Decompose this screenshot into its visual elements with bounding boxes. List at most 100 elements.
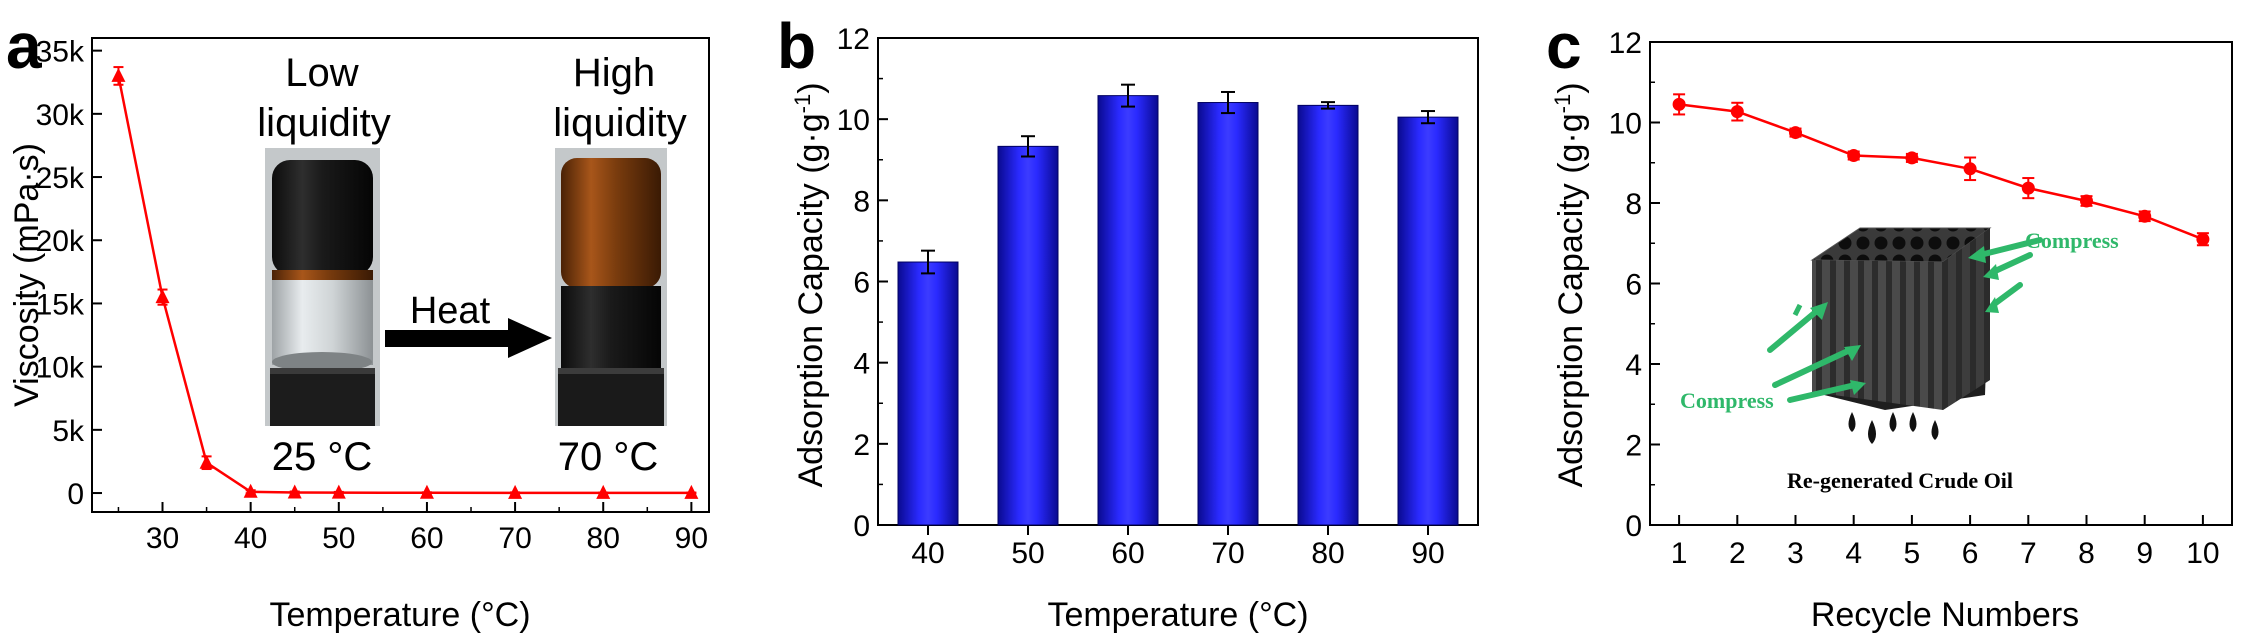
y-axis-title-c: Adsorption Capacity (g·g-1) (1550, 82, 1590, 487)
x-tick-label-a: 60 (410, 522, 443, 555)
data-point-a (596, 484, 611, 499)
heat-arrow (385, 318, 552, 358)
label-liquidity-right: liquidity (553, 101, 686, 145)
y-tick-label-b: 10 (837, 104, 870, 137)
oil-drop (1909, 412, 1917, 432)
y-tick-label-a: 30k (36, 99, 85, 132)
x-tick-label-c: 9 (2136, 537, 2153, 570)
data-point-c (2021, 181, 2035, 195)
bar (1097, 95, 1159, 526)
panel-b: b 0 2 4 6 8 10 12 40 50 60 70 80 90 Temperature (°C)… (777, 10, 1479, 634)
recycle-line (1678, 103, 2204, 241)
compress-label-top: Compress (2025, 228, 2119, 253)
y-axis-title-b-main: Adsorption Capacity (g·g (792, 113, 830, 487)
x-tick-label-c: 1 (1671, 537, 1688, 570)
x-tick-label-b: 40 (911, 537, 944, 570)
x-axis-title-b: Temperature (°C) (1047, 596, 1308, 634)
plot-frame-b (877, 37, 1479, 526)
y-axis-title-c-sup: -1 (1550, 94, 1575, 114)
data-point-c (1847, 149, 1861, 163)
panel-letter-c: c (1546, 10, 1582, 82)
x-tick-label-c: 4 (1845, 537, 1862, 570)
y-axis-title-c-main: Adsorption Capacity (g·g (1552, 113, 1590, 487)
oil-drop (1868, 420, 1876, 444)
x-tick-label-c: 5 (1904, 537, 1921, 570)
vial-photo-low (265, 148, 380, 426)
y-tick-label-a: 20k (36, 225, 85, 258)
y-axis-title-a: Viscosity (mPa·s) (8, 143, 46, 407)
y-tick-label-c: 2 (1625, 430, 1642, 463)
vial-photo-high (555, 148, 667, 426)
x-tick-label-a: 50 (322, 522, 355, 555)
y-tick-label-a: 10k (36, 352, 85, 385)
x-tick-label-b: 70 (1211, 537, 1244, 570)
y-axis-title-b-end: ) (792, 82, 830, 93)
x-tick-label-a: 40 (234, 522, 267, 555)
data-point-a (111, 67, 126, 82)
y-tick-label-b: 6 (853, 267, 870, 300)
x-tick-label-c: 10 (2186, 537, 2219, 570)
data-point-a (508, 484, 523, 499)
y-tick-label-c: 12 (1609, 27, 1642, 60)
plot-frame-a (91, 37, 710, 513)
axes-b: 0 2 4 6 8 10 12 40 50 60 70 80 90 (837, 23, 1445, 570)
y-tick-label-a: 0 (67, 478, 84, 511)
y-axis-title-b-sup: -1 (790, 94, 815, 114)
data-point-c (1963, 162, 1977, 176)
data-point-c (1672, 97, 1686, 111)
x-tick-label-a: 90 (675, 522, 708, 555)
x-tick-label-c: 7 (2020, 537, 2037, 570)
data-point-a (287, 484, 302, 499)
y-tick-label-c: 6 (1625, 269, 1642, 302)
x-tick-label-b: 80 (1311, 537, 1344, 570)
sponge-illustration: Compress Compress Re-generated Crude Oil (1680, 227, 2119, 493)
y-tick-label-b: 0 (853, 510, 870, 543)
inset-caption: Re-generated Crude Oil (1787, 468, 2013, 493)
y-tick-label-a: 15k (36, 288, 85, 321)
axes-a: 30 40 50 60 70 80 90 0 5k 10k 15k 20k 25k 30k 35k (36, 36, 708, 555)
series-adsorption-recycle (1672, 93, 2210, 247)
data-point-a (155, 289, 170, 304)
y-axis-title-b: Adsorption Capacity (g·g-1) (790, 82, 830, 487)
x-tick-label-a: 80 (587, 522, 620, 555)
oil-drop (1848, 412, 1856, 432)
bar (1397, 116, 1459, 526)
y-tick-label-a: 25k (36, 162, 85, 195)
y-axis-title-c-end: ) (1552, 82, 1590, 93)
data-point-a (331, 484, 346, 499)
data-point-a (684, 484, 699, 499)
viscosity-line (117, 75, 692, 495)
x-tick-label-c: 2 (1729, 537, 1746, 570)
data-point-a (199, 454, 214, 469)
data-point-c (1730, 105, 1744, 119)
oil-drop (1889, 412, 1897, 432)
label-liquidity-left: liquidity (257, 101, 390, 145)
x-tick-label-a: 30 (146, 522, 179, 555)
compress-arrows-left (1767, 302, 1866, 403)
y-tick-label-b: 12 (837, 23, 870, 56)
x-axis-title-c: Recycle Numbers (1811, 596, 2079, 634)
x-tick-label-a: 70 (498, 522, 531, 555)
data-point-c (2196, 232, 2210, 246)
y-tick-label-b: 4 (853, 348, 870, 381)
x-tick-label-b: 90 (1411, 537, 1444, 570)
label-low: Low (285, 51, 358, 95)
data-point-a (419, 484, 434, 499)
compress-label-left: Compress (1680, 388, 1774, 413)
temp-label-25: 25 °C (272, 435, 373, 479)
y-tick-label-a: 5k (52, 415, 85, 448)
panel-letter-b: b (777, 10, 816, 82)
bar-series (897, 83, 1459, 526)
label-high: High (573, 51, 655, 95)
y-tick-label-c: 0 (1625, 510, 1642, 543)
data-point-c (2138, 209, 2152, 223)
compress-arrows-top (1968, 237, 2043, 313)
data-point-c (2080, 194, 2093, 208)
y-tick-label-b: 2 (853, 429, 870, 462)
data-point-a (243, 483, 258, 498)
data-point-c (1905, 151, 1919, 165)
heat-label: Heat (410, 290, 491, 332)
data-point-c (1789, 126, 1802, 140)
